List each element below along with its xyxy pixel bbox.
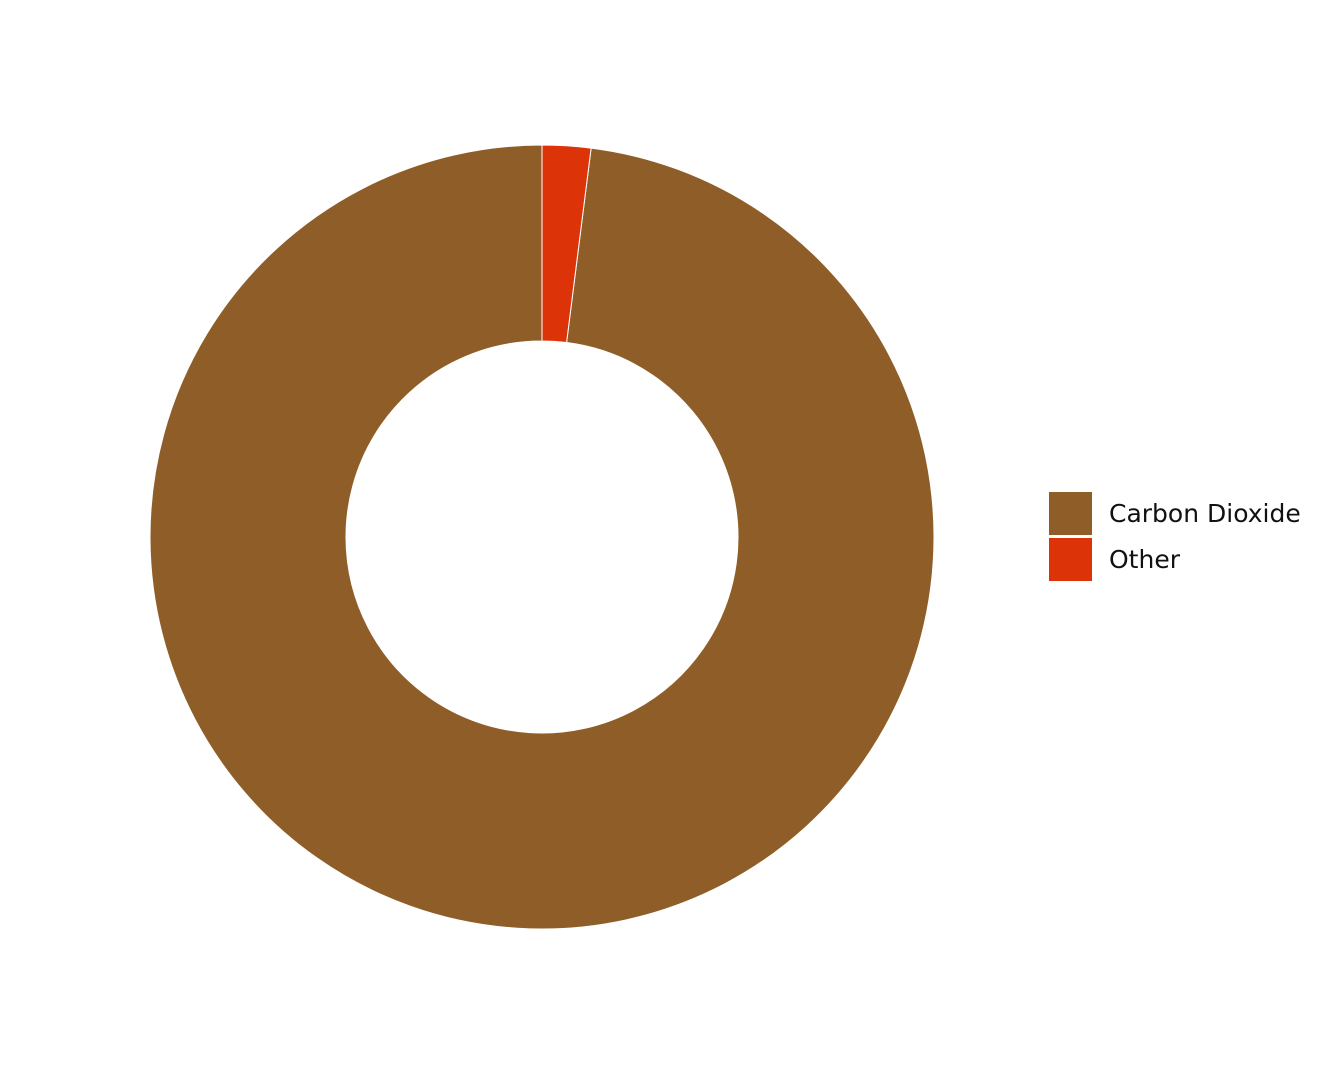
donut-slice-carbon-dioxide[interactable] (149, 144, 935, 930)
donut-slice-other[interactable] (541, 144, 592, 344)
legend-item-carbon-dioxide: Carbon Dioxide (1049, 491, 1301, 535)
legend-swatch-other (1049, 537, 1092, 581)
legend-swatch-carbon-dioxide (1049, 491, 1092, 535)
legend-label-other: Other (1109, 544, 1180, 574)
legend-item-other: Other (1049, 537, 1301, 581)
legend: Carbon Dioxide Other (1049, 491, 1301, 583)
legend-label-carbon-dioxide: Carbon Dioxide (1109, 498, 1301, 528)
